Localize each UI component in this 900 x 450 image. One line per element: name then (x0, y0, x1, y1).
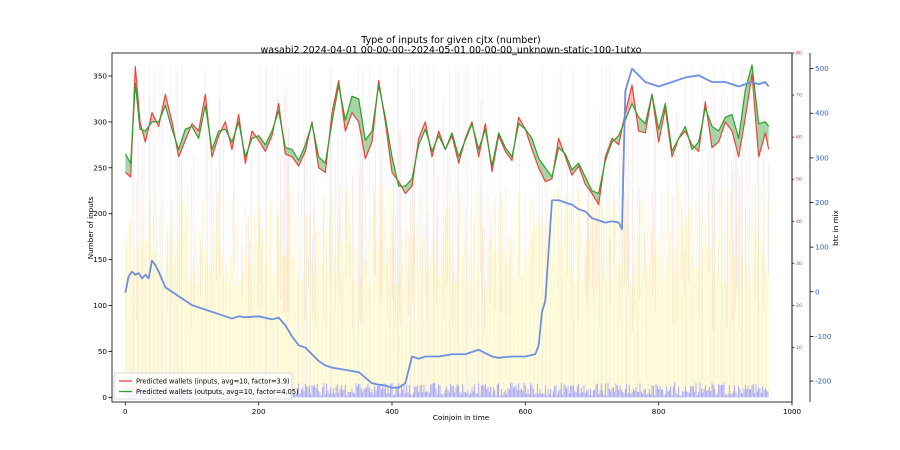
right-btc-axis-ticks: -200 -100 0 100 200 300 400 500 (810, 64, 832, 386)
x-tick-label: 800 (652, 407, 666, 416)
y-tick-label: 350 (93, 71, 107, 80)
y-tick-label: 300 (93, 117, 107, 126)
right-red-tick-label: 20 (796, 303, 802, 309)
y-tick-label: 0 (102, 393, 107, 402)
right-btc-tick-label: 400 (815, 109, 829, 118)
y-tick-label: 50 (98, 347, 108, 356)
fill-between-segment (732, 114, 739, 157)
fill-between-segment (638, 117, 646, 133)
fill-between-segment (545, 167, 552, 182)
y-axis-ticks: 0 50 100 150 200 250 300 350 (93, 71, 112, 402)
y-tick-label: 150 (93, 255, 107, 264)
y-tick-label: 200 (93, 209, 107, 218)
y-tick-label: 250 (93, 163, 107, 172)
x-axis-label: Coinjoin in time (433, 413, 490, 422)
right-red-tick-label: 40 (796, 219, 802, 225)
right-red-axis-ticks: 10 20 30 40 50 60 70 80 (792, 51, 802, 351)
right-red-tick-label: 70 (796, 93, 802, 99)
fill-between-segment (712, 126, 719, 148)
right-btc-tick-label: 100 (815, 243, 829, 252)
fill-between-segment (738, 89, 746, 157)
fill-between-segment (532, 138, 539, 168)
lines-layer (124, 64, 770, 389)
chart-subtitle: wasabi2 2024-04-01 00-00-00--2024-05-01 … (260, 45, 641, 56)
right-red-tick-label: 60 (796, 135, 802, 141)
background-bars-layer (124, 66, 769, 398)
fill-between-segment (345, 96, 352, 132)
x-tick-label: 0 (123, 407, 128, 416)
right-red-tick-label: 50 (796, 177, 802, 183)
right-btc-tick-label: 0 (815, 287, 820, 296)
right-btc-tick-label: -100 (815, 332, 832, 341)
right-btc-tick-label: 300 (815, 153, 829, 162)
fill-between-segment (152, 112, 159, 127)
right-axis-label: btc in mix (831, 209, 840, 245)
right-btc-tick-label: 200 (815, 198, 829, 207)
right-red-tick-label: 30 (796, 261, 802, 267)
series-line-inputs (124, 66, 770, 206)
fill-between-segment (405, 178, 412, 194)
fill-between-segment (725, 114, 732, 132)
series-line-btc-in-mix (124, 67, 770, 389)
x-axis-ticks: 0 200 400 600 800 1000 (123, 402, 802, 416)
fill-between-segment (352, 96, 359, 122)
series-line-outputs (124, 64, 770, 195)
fill-between-segment (292, 149, 299, 166)
fill-between-segment (365, 131, 372, 159)
x-tick-label: 1000 (783, 407, 802, 416)
y-tick-label: 100 (93, 301, 107, 310)
fill-between-segment (758, 121, 766, 157)
legend-label-outputs: Predicted wallets (outputs, avg=10, fact… (136, 388, 299, 396)
x-tick-label: 200 (252, 407, 266, 416)
x-tick-label: 400 (385, 407, 399, 416)
right-btc-tick-label: 500 (815, 64, 829, 73)
right-red-tick-label: 10 (796, 345, 802, 351)
x-tick-label: 600 (518, 407, 532, 416)
right-btc-tick-label: -200 (815, 377, 832, 386)
legend: Predicted wallets (inputs, avg=10, facto… (113, 372, 299, 400)
y-axis-label: Number of inputs (86, 196, 95, 259)
chart-title: Type of inputs for given cjtx (number) (360, 35, 540, 46)
fill-between-segment (125, 154, 131, 177)
fill-between-segment (358, 98, 366, 159)
fill-between-segment (418, 121, 426, 145)
legend-label-inputs: Predicted wallets (inputs, avg=10, facto… (136, 378, 290, 386)
between-fill-layer (125, 64, 769, 205)
right-red-tick-label: 80 (796, 51, 802, 57)
fill-between-segment (538, 158, 546, 182)
